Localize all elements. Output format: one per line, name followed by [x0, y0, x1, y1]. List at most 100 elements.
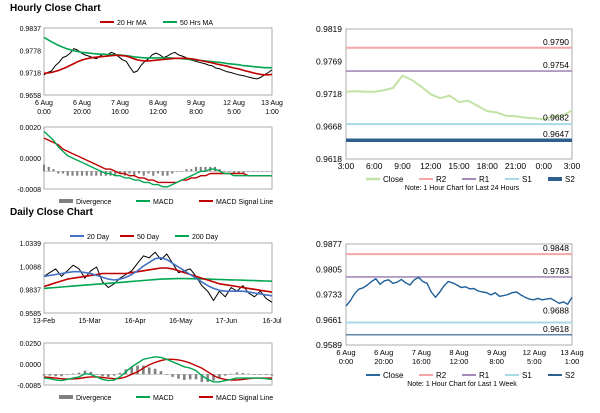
hourly-macd-divergence-bar-43: [247, 171, 250, 172]
hourly-levels-y-tick-2: 0.9718: [316, 89, 342, 99]
hourly-macd-legend-signal-label: MACD Signal Line: [216, 199, 273, 206]
hourly-price-x-tick-bottom-6: 1:00: [265, 109, 279, 116]
daily-levels-x-tick-bottom-2: 16:00: [412, 357, 431, 366]
daily-levels-x-tick-bottom-0: 0:00: [339, 357, 354, 366]
hourly-price-x-tick-top-1: 6 Aug: [73, 100, 91, 107]
daily-macd-divergence-bar-11: [107, 374, 110, 377]
hourly-macd-divergence-bar-16: [118, 171, 122, 174]
daily-levels-x-tick-top-3: 8 Aug: [449, 348, 468, 357]
hourly-macd-divergence-bar-2: [52, 169, 55, 172]
hourly-levels-x-tick-7: 0:00: [535, 161, 552, 171]
hourly-macd-divergence-bar-11: [95, 171, 98, 176]
daily-macd-legend-divergence-label: Divergence: [76, 395, 112, 402]
daily-macd-divergence-bar-13: [118, 372, 122, 375]
hourly-macd-divergence-bar-12: [99, 171, 103, 176]
hourly-macd-divergence-bar-33: [199, 166, 202, 172]
daily-levels-x-tick-bottom-3: 12:00: [450, 357, 469, 366]
hourly-macd-divergence-bar-26: [166, 171, 169, 176]
hourly-macd-divergence-bar-5: [66, 171, 69, 176]
daily-price-close-line: [43, 251, 273, 303]
hourly-levels-legend-r2-label: R2: [436, 175, 447, 184]
hourly-macd-divergence-bar-31: [190, 169, 193, 172]
daily-macd-divergence-bar-1: [48, 374, 52, 376]
hourly-price-close-line: [43, 48, 273, 80]
daily-macd-divergence-bar-23: [177, 374, 180, 379]
hourly-macd-divergence-bar-18: [128, 171, 131, 174]
daily-macd-divergence-bar-32: [229, 373, 233, 375]
hourly-macd-divergence-bar-42: [242, 171, 245, 174]
daily-price-ma20-line: [43, 257, 273, 297]
daily-macd-divergence-bar-0: [42, 374, 46, 376]
hourly-macd-divergence-bar-1: [47, 166, 50, 172]
hourly-macd-divergence-bar-45: [256, 171, 259, 172]
hourly-levels-x-tick-3: 12:00: [420, 161, 442, 171]
hourly-levels-x-tick-0: 3:00: [338, 161, 355, 171]
daily-price-ma50-line: [43, 267, 273, 293]
hourly-levels-frame: [345, 28, 573, 160]
hourly-price-x-tick-bottom-0: 0:00: [37, 109, 51, 116]
daily-levels-legend-r2-label: R2: [436, 371, 447, 380]
daily-levels-frame: [345, 243, 573, 346]
hourly-macd-y-tick-1: 0.0000: [20, 156, 42, 163]
hourly-price-x-tick-top-6: 13 Aug: [261, 100, 283, 107]
daily-macd-frame: [43, 342, 273, 386]
daily-macd-divergence-bar-26: [194, 374, 198, 380]
daily-levels-y-tick-0: 0.9877: [316, 239, 342, 249]
hourly-levels-x-tick-5: 18:00: [477, 161, 499, 171]
hourly-price-x-tick-bottom-5: 5:00: [227, 109, 241, 116]
hourly-levels-r2-value: 0.9790: [543, 37, 569, 47]
daily-levels-close-value: 0.9688: [543, 305, 569, 315]
hourly-price-y-tick-1: 0.9778: [20, 48, 42, 55]
daily-levels-x-tick-bottom-1: 20:00: [374, 357, 393, 366]
hourly-price-x-tick-bottom-2: 16:00: [111, 109, 129, 116]
daily-macd-divergence-bar-22: [171, 374, 174, 377]
daily-macd-divergence-bar-6: [77, 372, 81, 375]
daily-macd-divergence-bar-20: [159, 371, 163, 375]
daily-macd-divergence-bar-34: [241, 373, 245, 375]
hourly-macd-divergence-bar-21: [142, 171, 145, 176]
hourly-macd-divergence-bar-9: [85, 171, 88, 176]
daily-macd-divergence-bar-4: [66, 374, 69, 375]
hourly-levels-y-tick-4: 0.9618: [316, 154, 342, 164]
hourly-levels-y-tick-1: 0.9769: [316, 57, 342, 67]
daily-levels-legend-s2-label: S2: [565, 371, 575, 380]
daily-levels-x-tick-top-2: 7 Aug: [412, 348, 431, 357]
daily-price-legend-200day-label: 200 Day: [192, 234, 219, 241]
hourly-macd-divergence-bar-46: [261, 171, 264, 172]
daily-macd-legend-signal-label: MACD Signal Line: [216, 395, 273, 402]
hourly-macd-legend-divergence-label: Divergence: [76, 199, 112, 206]
daily-price-x-tick-5: 16-Jul: [262, 318, 282, 325]
daily-macd-divergence-bar-2: [54, 374, 57, 377]
hourly-levels-close-line: [345, 74, 573, 121]
daily-macd-divergence-bar-19: [153, 368, 157, 375]
daily-macd-divergence-bar-28: [206, 374, 209, 382]
hourly-macd-divergence-bar-32: [194, 166, 198, 172]
hourly-price-y-tick-2: 0.9718: [20, 71, 42, 78]
daily-price-y-tick-3: 0.9585: [20, 311, 42, 318]
daily-macd-divergence-bar-9: [95, 374, 98, 375]
daily-levels-y-tick-3: 0.9661: [316, 315, 342, 325]
hourly-levels-legend-r1-label: R1: [479, 175, 490, 184]
hourly-levels-x-tick-2: 9:00: [394, 161, 411, 171]
daily-price-legend-20day-label: 20 Day: [87, 234, 110, 241]
daily-macd-legend-macd-label: MACD: [153, 395, 174, 402]
daily-macd-divergence-bar-5: [71, 373, 75, 375]
daily-macd-divergence-bar-17: [142, 365, 145, 375]
hourly-macd-divergence-bar-8: [80, 171, 84, 176]
hourly-macd-divergence-bar-47: [266, 171, 269, 172]
hourly-macd-divergence-bar-4: [61, 171, 65, 174]
daily-price-y-tick-0: 1.0339: [20, 241, 42, 248]
hourly-macd-divergence-bar-48: [270, 171, 274, 172]
daily-price-y-tick-1: 1.0088: [20, 264, 42, 271]
hourly-macd-divergence-bar-37: [218, 169, 221, 172]
hourly-price-x-tick-bottom-3: 12:00: [149, 109, 167, 116]
daily-macd-signal-line: [43, 358, 272, 381]
hourly-macd-divergence-bar-28: [175, 171, 179, 172]
daily-macd-divergence-bar-15: [130, 366, 133, 375]
daily-macd-divergence-bar-16: [136, 365, 139, 375]
daily-macd-divergence-bar-21: [165, 374, 169, 375]
daily-macd-divergence-bar-7: [83, 370, 87, 375]
hourly-price-ma20-line: [43, 54, 273, 76]
daily-levels-r1-value: 0.9783: [543, 266, 569, 276]
hourly-price-x-tick-top-4: 9 Aug: [187, 100, 205, 107]
